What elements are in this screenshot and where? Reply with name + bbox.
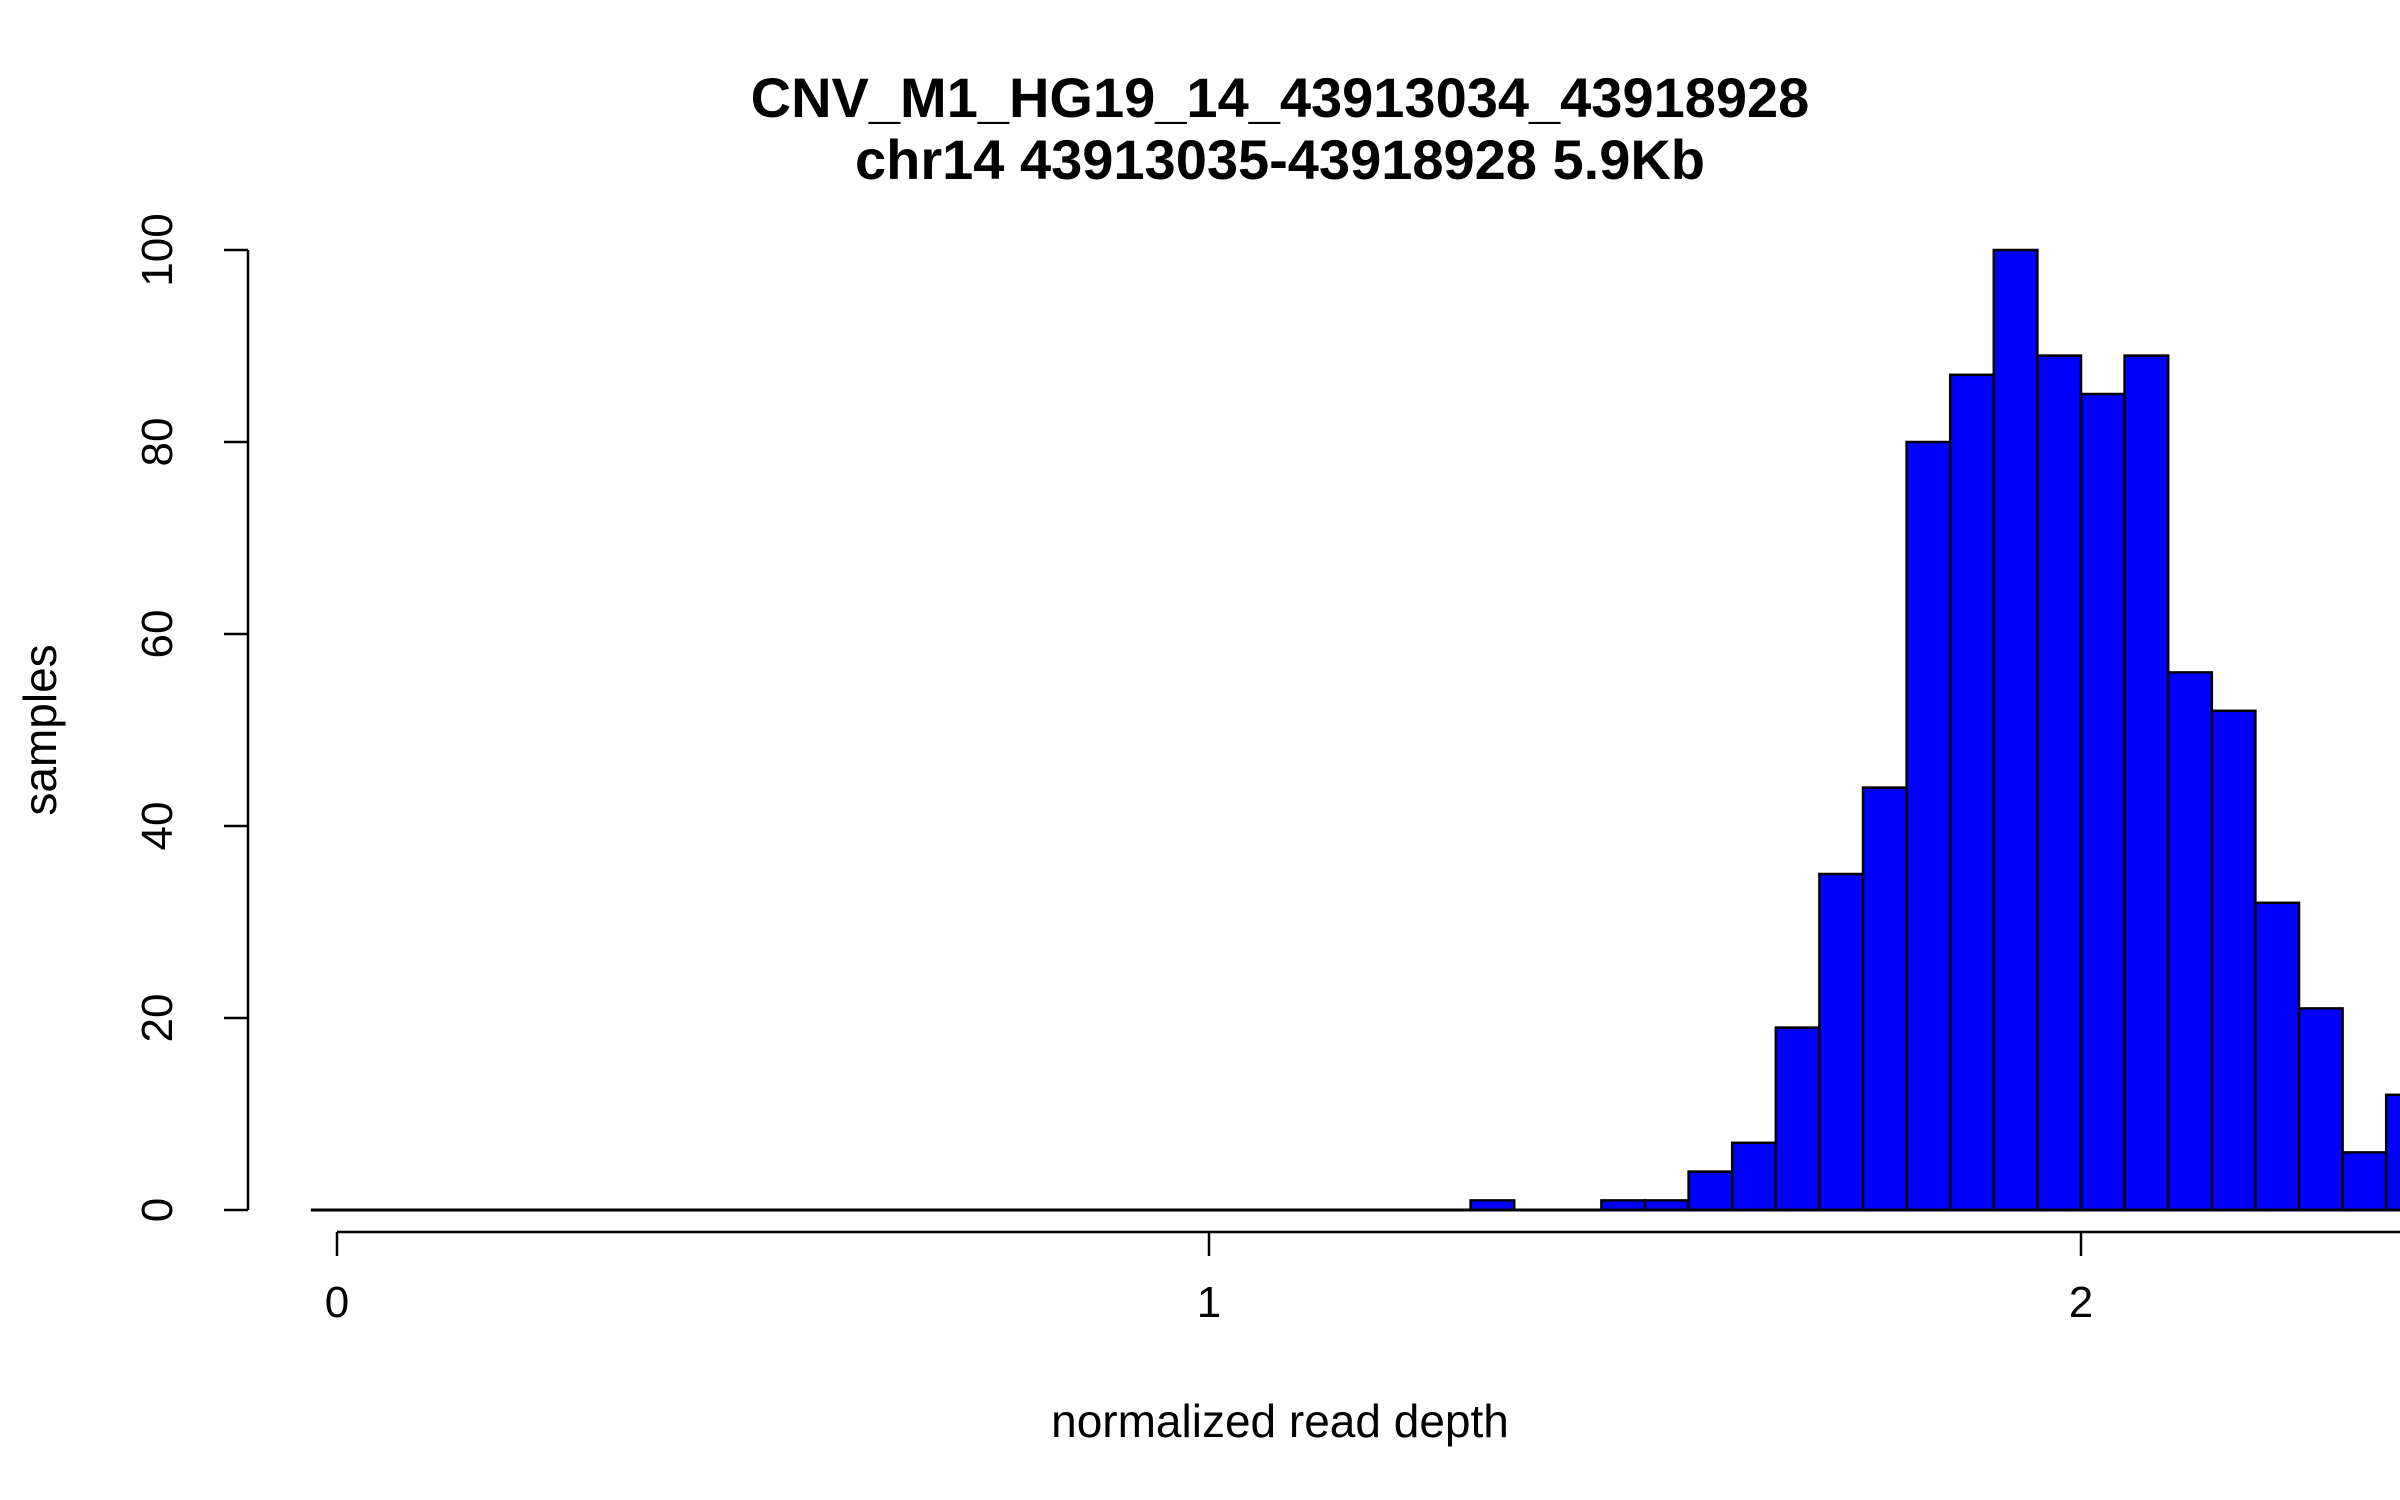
histogram-bar: [2123, 354, 2170, 1212]
histogram-bar: [2254, 901, 2301, 1212]
x-axis: 01234: [325, 1230, 2400, 1327]
y-tick-label: 0: [133, 1198, 182, 1222]
histogram-bar: [1774, 1026, 1821, 1212]
histogram-bar: [1687, 1170, 1734, 1212]
x-tick-label: 1: [1197, 1278, 1221, 1327]
histogram-bar: [2036, 354, 2083, 1212]
histogram-bar: [2297, 1007, 2344, 1212]
y-axis: 0 20 40 60 80 100: [133, 213, 250, 1222]
y-tick-label: 100: [133, 213, 182, 286]
histogram-bar: [2210, 709, 2257, 1212]
histogram-bar: [1861, 786, 1908, 1212]
histogram-bar: [1730, 1141, 1778, 1212]
y-tick-label: 60: [133, 610, 182, 659]
y-tick-label: 20: [133, 994, 182, 1043]
x-axis-label: normalized read depth: [1051, 1395, 1509, 1447]
x-tick-label: 2: [2069, 1278, 2093, 1327]
histogram-bars: [1469, 248, 2400, 1212]
histogram-bar: [1905, 440, 1952, 1212]
x-tick-label: 0: [325, 1278, 349, 1327]
histogram-bar: [2384, 1093, 2400, 1212]
histogram-bar: [1948, 373, 1996, 1212]
chart-title: CNV_M1_HG19_14_43913034_43918928: [751, 66, 1810, 129]
chart-subtitle: chr14 43913035-43918928 5.9Kb: [855, 128, 1705, 191]
y-tick-label: 40: [133, 802, 182, 851]
histogram-bar: [2079, 392, 2126, 1212]
histogram-bar: [1818, 872, 1865, 1212]
y-axis-label: samples: [14, 644, 66, 815]
histogram-bar: [2166, 671, 2214, 1212]
y-tick-label: 80: [133, 418, 182, 467]
histogram-bar: [1992, 248, 2039, 1212]
histogram-bar: [2341, 1151, 2388, 1212]
